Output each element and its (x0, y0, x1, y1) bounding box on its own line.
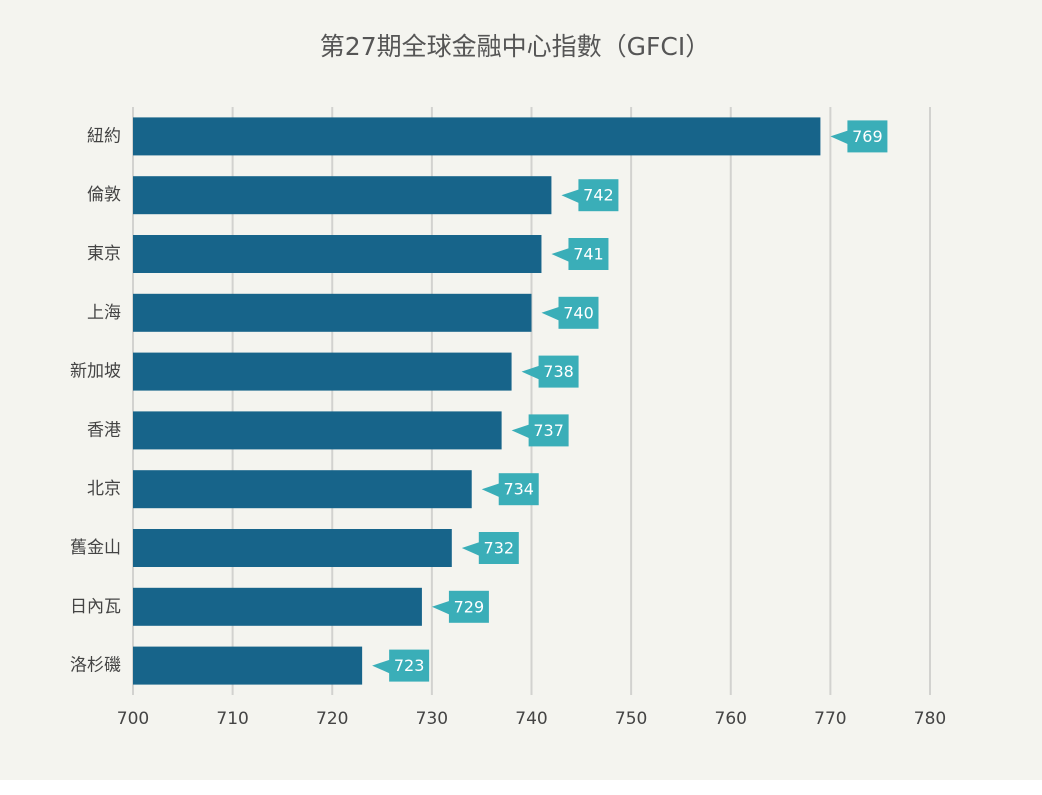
x-tick-label: 730 (416, 709, 448, 729)
value-label-box (558, 296, 599, 329)
value-label-box (847, 120, 888, 153)
value-label-pointer (541, 306, 560, 321)
value-label-box (568, 238, 609, 270)
value-label-pointer (561, 189, 580, 204)
x-tick-label: 740 (515, 709, 547, 729)
value-label-pointer (461, 542, 480, 556)
bar (133, 470, 472, 509)
value-label: 723 (394, 656, 425, 675)
value-label-box (448, 590, 489, 623)
bar (133, 587, 422, 626)
value-label-pointer (372, 659, 391, 674)
value-label-pointer (830, 130, 849, 145)
bar (133, 529, 452, 567)
bar (133, 176, 552, 215)
y-tick-label: 新加坡 (70, 362, 121, 382)
bar (133, 646, 363, 685)
value-label: 769 (852, 127, 883, 146)
value-label-pointer (481, 483, 500, 498)
y-tick-label: 紐約 (87, 126, 121, 146)
x-tick-label: 720 (316, 709, 348, 729)
value-label: 742 (583, 186, 614, 205)
x-tick-label: 760 (715, 709, 747, 729)
y-tick-label: 香港 (87, 420, 121, 440)
value-label-box (528, 414, 569, 447)
y-tick-label: 日內瓦 (70, 597, 121, 617)
value-label: 734 (503, 480, 534, 499)
y-tick-label: 上海 (87, 303, 121, 323)
value-label: 737 (533, 421, 564, 440)
bar (133, 411, 502, 450)
value-label-box (478, 532, 519, 564)
y-tick-label: 倫敦 (87, 185, 121, 205)
value-label: 741 (573, 245, 604, 264)
y-tick-label: 北京 (87, 479, 121, 499)
x-tick-label: 710 (216, 709, 248, 729)
x-tick-label: 700 (117, 709, 149, 729)
bar (133, 293, 532, 332)
bar (133, 352, 512, 391)
chart-title: 第27期全球金融中心指數（GFCI） (320, 32, 710, 61)
value-label-box (389, 649, 430, 682)
y-tick-label: 舊金山 (70, 538, 121, 558)
value-label: 732 (484, 539, 515, 558)
value-label-box (538, 355, 579, 388)
value-label-box (498, 473, 539, 506)
bar (133, 235, 542, 273)
x-tick-label: 750 (615, 709, 647, 729)
x-tick-label: 780 (914, 709, 946, 729)
value-label: 738 (543, 362, 574, 381)
value-label: 740 (563, 303, 594, 322)
y-tick-label: 東京 (87, 244, 121, 264)
value-label: 729 (454, 597, 485, 616)
value-label-pointer (551, 248, 570, 262)
y-tick-label: 洛杉磯 (70, 656, 121, 676)
value-label-pointer (431, 600, 450, 615)
bar (133, 117, 821, 156)
value-label-pointer (511, 424, 530, 439)
value-label-box (578, 179, 619, 212)
value-label-pointer (521, 365, 540, 380)
x-tick-label: 770 (814, 709, 846, 729)
